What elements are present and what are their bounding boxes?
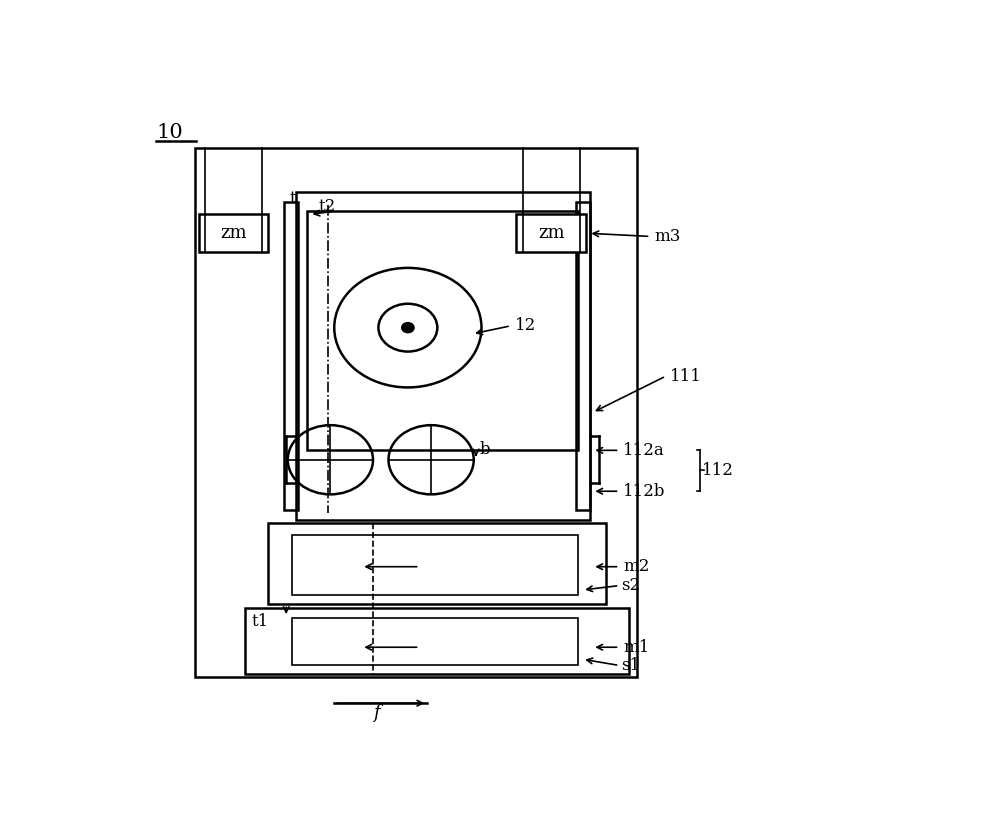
Bar (292, 535, 578, 595)
Text: zm: zm (538, 225, 565, 243)
Text: 10: 10 (156, 123, 183, 142)
Text: b: b (480, 441, 491, 458)
Bar (195, 149, 637, 676)
Text: m2: m2 (623, 558, 650, 575)
Bar (268, 523, 606, 605)
Text: 112a: 112a (623, 442, 665, 459)
Bar (307, 212, 578, 450)
Bar (284, 202, 298, 510)
Text: 111: 111 (670, 368, 702, 385)
Bar (576, 202, 590, 510)
Circle shape (402, 323, 414, 333)
Text: m3: m3 (654, 228, 681, 245)
Text: t1: t1 (251, 613, 269, 630)
Text: zm: zm (220, 225, 247, 243)
Text: f: f (374, 704, 380, 722)
Text: 112b: 112b (623, 483, 666, 500)
Text: t: t (289, 190, 296, 208)
Text: m1: m1 (623, 639, 650, 656)
Text: 112: 112 (702, 462, 734, 479)
Bar (199, 214, 268, 252)
Bar (292, 618, 578, 666)
Text: s1: s1 (621, 657, 640, 674)
Bar (516, 214, 586, 252)
Text: s2: s2 (621, 577, 640, 594)
Bar (245, 608, 629, 674)
Text: 12: 12 (515, 317, 536, 334)
Bar (296, 193, 590, 520)
Text: t2: t2 (319, 198, 336, 215)
